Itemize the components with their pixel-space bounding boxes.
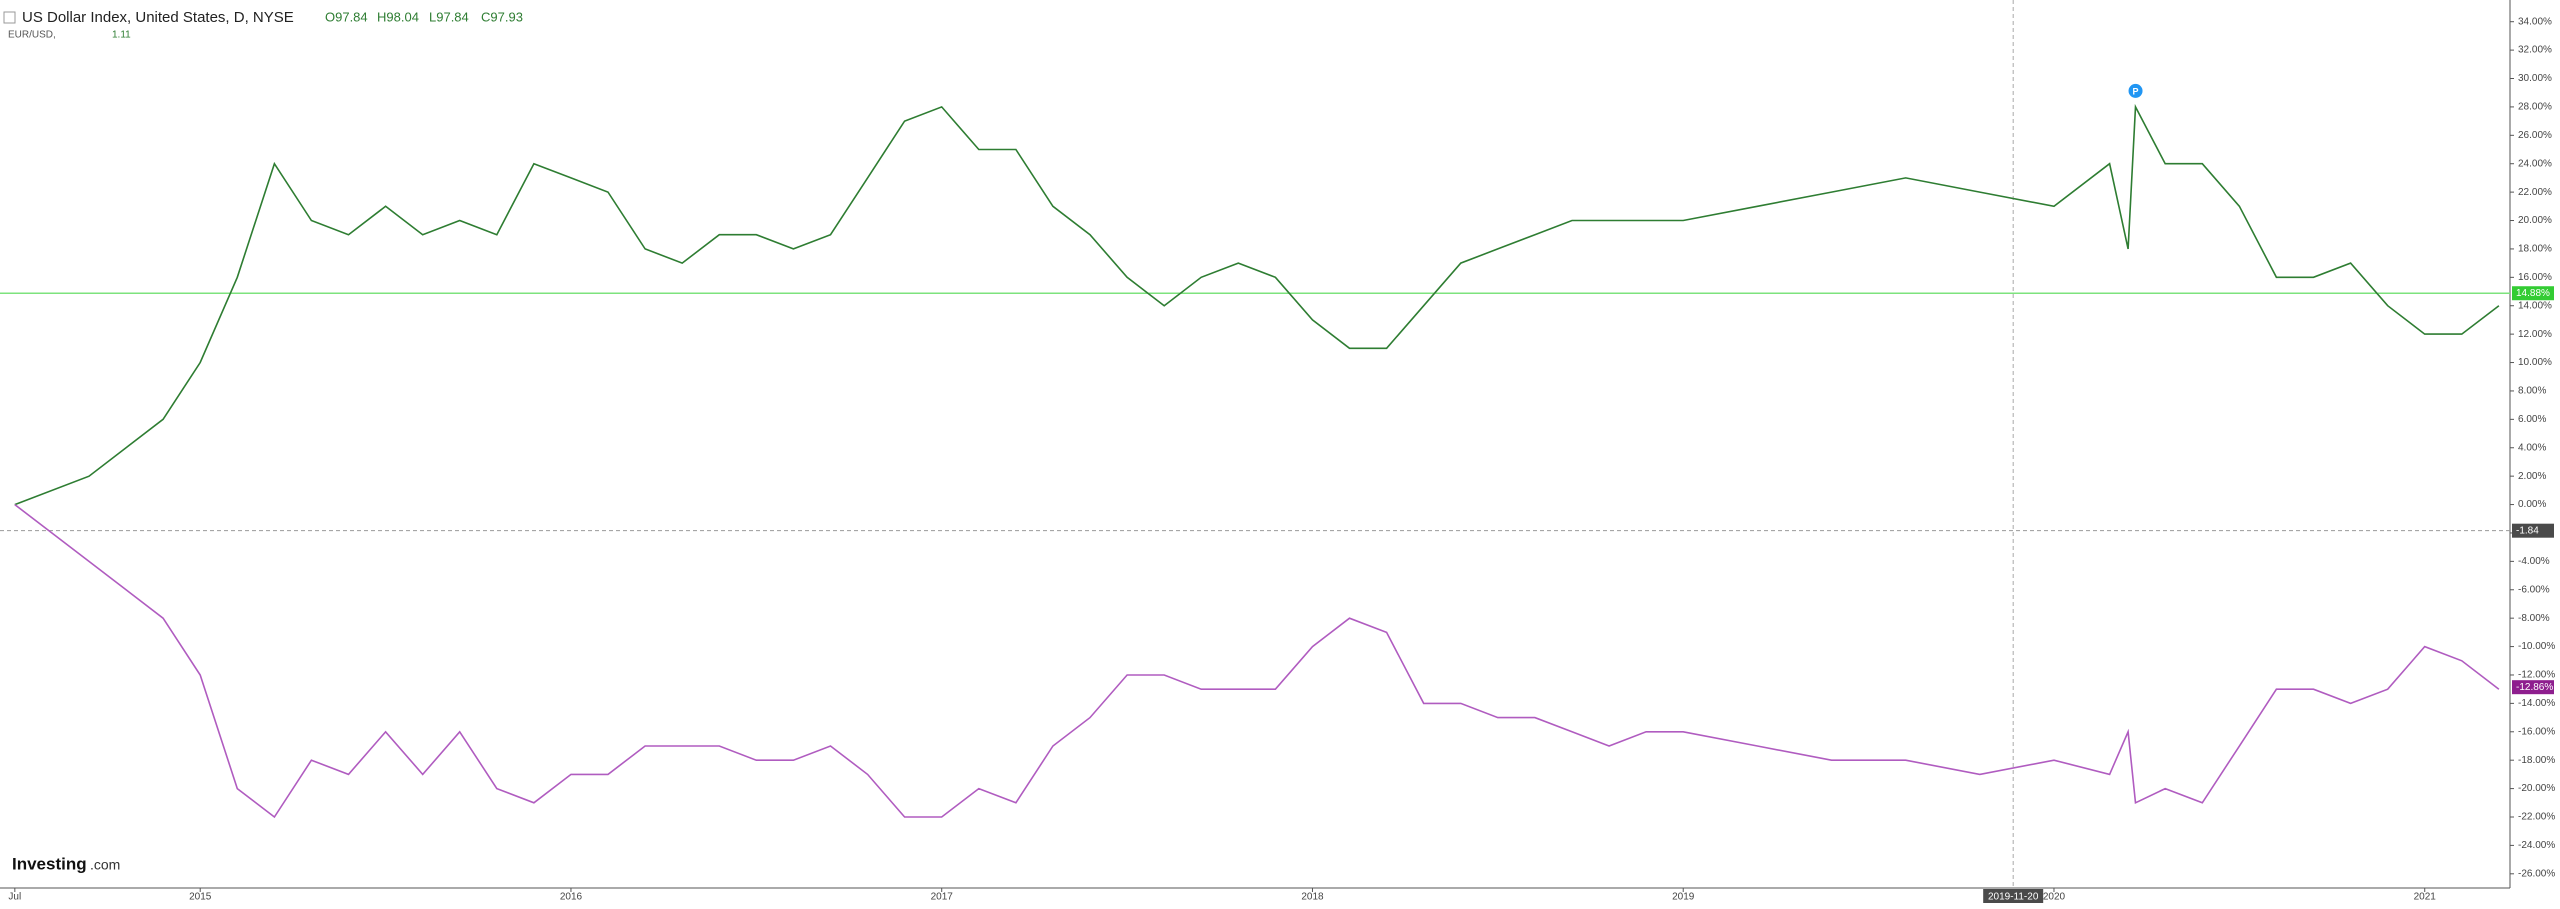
y-tick-label: 18.00% xyxy=(2518,244,2552,255)
y-tick-label: 12.00% xyxy=(2518,329,2552,340)
crosshair-badge xyxy=(1983,889,2044,903)
y-tick-label: -18.00% xyxy=(2518,755,2555,766)
y-tick-label: 30.00% xyxy=(2518,73,2552,84)
y-tick-label: 6.00% xyxy=(2518,414,2546,425)
y-tick-label: -16.00% xyxy=(2518,726,2555,737)
compare-label: EUR/USD, xyxy=(8,30,56,41)
y-tick-label: 22.00% xyxy=(2518,187,2552,198)
x-tick-label: Jul xyxy=(8,892,21,903)
x-tick-label: 2020 xyxy=(2043,892,2066,903)
x-tick-label: 2017 xyxy=(931,892,954,903)
y-tick-label: 26.00% xyxy=(2518,130,2552,141)
y-tick-label: -22.00% xyxy=(2518,812,2555,823)
x-tick-label: 2019 xyxy=(1672,892,1695,903)
y-tick-label: 24.00% xyxy=(2518,158,2552,169)
y-tick-label: 20.00% xyxy=(2518,215,2552,226)
ohlc-value: C97.93 xyxy=(481,9,523,24)
price-badge-label: -1.84 xyxy=(2516,525,2539,536)
y-tick-label: 14.00% xyxy=(2518,300,2552,311)
compare-value: 1.11 xyxy=(112,30,131,41)
x-tick-label: 2016 xyxy=(560,892,583,903)
y-tick-label: -24.00% xyxy=(2518,840,2555,851)
y-tick-label: 32.00% xyxy=(2518,45,2552,56)
price-badge xyxy=(2512,523,2554,538)
price-badge xyxy=(2512,680,2554,695)
price-badge-label: -12.86% xyxy=(2516,682,2553,693)
series-line xyxy=(14,103,2500,506)
y-tick-label: -12.00% xyxy=(2518,670,2555,681)
y-tick-label: 10.00% xyxy=(2518,357,2552,368)
y-tick-label: -8.00% xyxy=(2518,613,2550,624)
x-tick-label: 2021 xyxy=(2414,892,2437,903)
x-tick-label: 2015 xyxy=(189,892,212,903)
collapse-icon[interactable] xyxy=(3,11,16,24)
price-badge-label: 14.88% xyxy=(2516,288,2550,299)
x-tick-label: 2018 xyxy=(1301,892,1324,903)
crosshair-label: 2019-11-20 xyxy=(1988,892,2039,903)
event-marker xyxy=(2128,83,2143,98)
logo: Investing xyxy=(12,854,87,873)
y-tick-label: -14.00% xyxy=(2518,698,2555,709)
y-tick-label: 8.00% xyxy=(2518,386,2546,397)
y-tick-label: -26.00% xyxy=(2518,868,2555,879)
y-tick-label: 16.00% xyxy=(2518,272,2552,283)
y-tick-label: 4.00% xyxy=(2518,442,2546,453)
y-tick-label: 2.00% xyxy=(2518,471,2546,482)
y-tick-label: -10.00% xyxy=(2518,641,2555,652)
ohlc-value: L97.84 xyxy=(429,9,469,24)
logo-suffix: .com xyxy=(90,857,120,873)
chart-title: US Dollar Index, United States, D, NYSE xyxy=(22,9,294,26)
y-tick-label: -20.00% xyxy=(2518,783,2555,794)
series-line xyxy=(14,503,2500,819)
y-tick-label: 34.00% xyxy=(2518,16,2552,27)
event-marker-label: P xyxy=(2133,86,2139,96)
y-tick-label: 0.00% xyxy=(2518,499,2546,510)
price-badge xyxy=(2512,286,2554,301)
y-tick-label: 28.00% xyxy=(2518,102,2552,113)
ohlc-value: H98.04 xyxy=(377,9,419,24)
ohlc-value: O97.84 xyxy=(325,9,368,24)
y-tick-label: -4.00% xyxy=(2518,556,2550,567)
y-tick-label: -6.00% xyxy=(2518,584,2550,595)
